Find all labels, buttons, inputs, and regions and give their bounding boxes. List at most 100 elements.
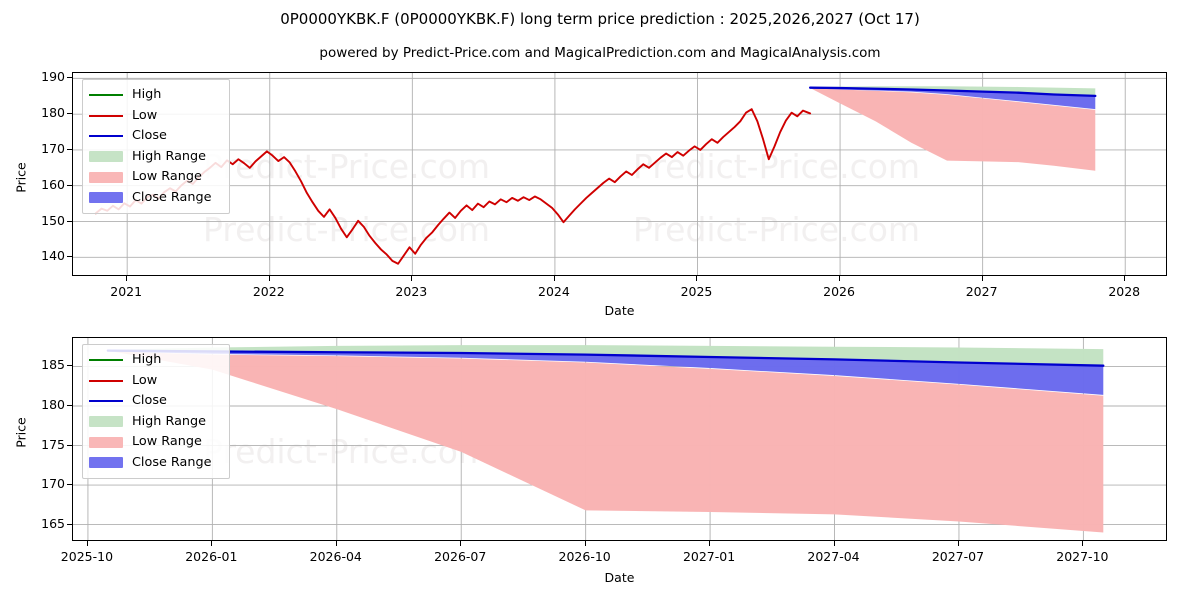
x-tick-mark	[268, 276, 270, 281]
x-tick-label: 2027-07	[931, 549, 985, 564]
x-tick-label: 2022	[252, 284, 285, 299]
y-tick-label: 185	[41, 357, 65, 373]
top-legend: High Low Close High Range Low Range Close Ran…	[82, 79, 230, 214]
legend-item-close[interactable]: Close	[89, 126, 222, 147]
legend-label: High Range	[132, 148, 207, 164]
x-tick-mark	[833, 541, 835, 546]
y-tick-mark	[67, 220, 72, 222]
x-tick-mark	[584, 541, 586, 546]
legend-label: Close	[132, 128, 167, 143]
y-tick-mark	[67, 184, 72, 186]
legend-item-low[interactable]: Low	[89, 106, 222, 127]
y-tick-mark	[67, 365, 72, 367]
legend-label: Close	[132, 393, 167, 408]
watermark-text: Predict-Price.com	[633, 210, 920, 249]
close-range-band	[107, 350, 1104, 395]
x-tick-mark	[335, 541, 337, 546]
y-tick-mark	[67, 113, 72, 115]
legend-swatch-line	[89, 400, 123, 403]
y-tick-label: 170	[41, 476, 65, 492]
watermark-text: Predict-Price.com	[203, 147, 490, 186]
legend-swatch-patch	[89, 436, 123, 448]
x-tick-label: 2023	[395, 284, 428, 299]
y-tick-label: 165	[41, 515, 65, 531]
legend-item-high[interactable]: High	[89, 85, 222, 106]
legend-label: High Range	[132, 413, 207, 429]
x-tick-mark	[1124, 276, 1126, 281]
legend-label: Low Range	[132, 169, 202, 184]
x-tick-label: 2021	[110, 284, 143, 299]
x-tick-mark	[957, 541, 959, 546]
page-subtitle: powered by Predict-Price.com and Magical…	[319, 45, 881, 61]
legend-item-low-range[interactable]: Low Range	[89, 432, 222, 453]
x-tick-mark	[126, 276, 128, 281]
bottom-x-axis-label: Date	[604, 570, 635, 585]
legend-item-high-range[interactable]: High Range	[89, 147, 222, 168]
legend-item-high[interactable]: High	[89, 350, 222, 371]
legend-swatch-line	[89, 135, 123, 138]
x-tick-mark	[553, 276, 555, 281]
legend-label: Low Range	[132, 434, 202, 449]
y-tick-label: 175	[41, 436, 65, 452]
y-tick-label: 190	[41, 69, 65, 85]
page-title: 0P0000YKBK.F (0P0000YKBK.F) long term pr…	[280, 10, 920, 28]
legend-swatch-patch	[89, 151, 123, 163]
close-forecast-line	[106, 349, 1105, 367]
x-tick-label: 2026-07	[434, 549, 487, 564]
high-range-band	[107, 345, 1104, 366]
watermark-text: Predict-Price.com	[203, 210, 490, 249]
x-tick-mark	[86, 541, 88, 546]
x-tick-label: 2024	[538, 284, 570, 299]
x-tick-label: 2025-10	[60, 549, 114, 564]
y-tick-mark	[67, 405, 72, 406]
legend-item-close-range[interactable]: Close Range	[89, 188, 222, 209]
y-tick-mark	[67, 444, 72, 446]
top-x-axis-label: Date	[604, 303, 635, 318]
low-range-band	[107, 350, 1104, 533]
y-tick-mark	[67, 77, 72, 79]
x-tick-label: 2026-10	[558, 549, 611, 564]
y-tick-mark	[67, 148, 72, 150]
legend-item-low-range[interactable]: Low Range	[89, 167, 222, 188]
legend-item-high-range[interactable]: High Range	[89, 412, 222, 433]
y-tick-label: 160	[41, 176, 65, 192]
x-tick-mark	[981, 276, 983, 281]
legend-item-close-range[interactable]: Close Range	[89, 453, 222, 474]
y-tick-mark	[67, 484, 72, 486]
bottom-legend: High Low Close High Range Low Range Close Ran…	[82, 344, 230, 479]
y-tick-label: 170	[41, 140, 65, 156]
x-tick-label: 2027-10	[1056, 549, 1109, 564]
legend-swatch-patch	[89, 171, 123, 183]
x-tick-mark	[1082, 541, 1084, 546]
x-tick-label: 2026-01	[185, 549, 238, 564]
legend-swatch-patch	[89, 192, 123, 204]
legend-label: High	[132, 87, 162, 102]
x-tick-label: 2026-04	[309, 549, 362, 564]
legend-item-close[interactable]: Close	[89, 391, 222, 412]
y-tick-label: 140	[41, 248, 65, 264]
legend-label: Low	[132, 372, 158, 388]
legend-item-low[interactable]: Low	[89, 371, 222, 392]
x-tick-label: 2028	[1108, 284, 1141, 299]
x-tick-mark	[709, 541, 711, 546]
legend-label: Close Range	[132, 454, 212, 470]
x-tick-mark	[211, 541, 213, 546]
x-tick-label: 2025	[680, 284, 713, 299]
legend-swatch-patch	[89, 457, 123, 469]
legend-swatch-line	[89, 94, 123, 97]
close-forecast-line	[808, 86, 1097, 98]
x-tick-label: 2027-01	[682, 549, 736, 564]
legend-label: High	[132, 352, 162, 367]
y-tick-label: 180	[41, 105, 65, 121]
y-tick-label: 180	[41, 397, 65, 412]
x-tick-mark	[460, 541, 462, 546]
x-tick-label: 2027	[965, 284, 998, 299]
y-tick-label: 150	[41, 212, 65, 228]
top-plot-area: Predict-Price.com Predict-Price.com Predic…	[72, 72, 1167, 276]
legend-swatch-line	[89, 359, 123, 362]
x-tick-mark	[696, 276, 698, 281]
x-tick-mark	[839, 276, 841, 281]
